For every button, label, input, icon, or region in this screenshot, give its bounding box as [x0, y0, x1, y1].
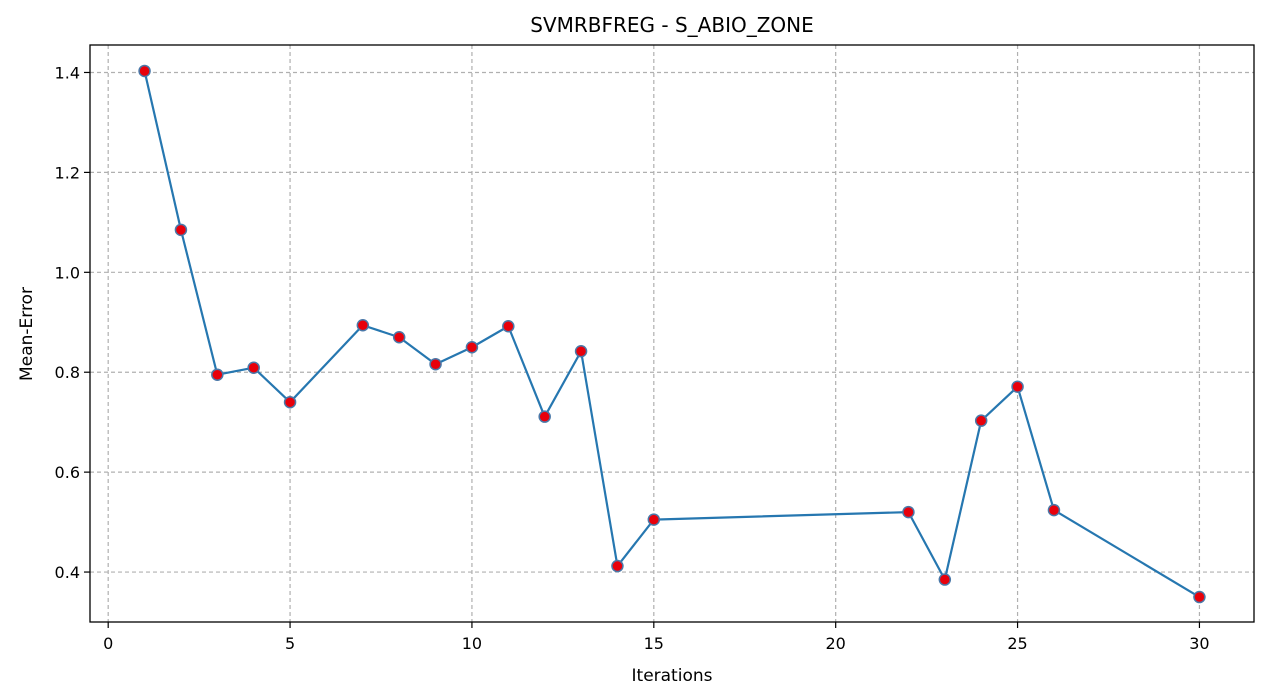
data-point [465, 340, 479, 354]
y-tick-label: 1.0 [55, 263, 80, 282]
data-point [429, 357, 442, 371]
data-point [938, 573, 952, 586]
x-tick-label: 5 [285, 634, 295, 653]
data-point [138, 64, 151, 78]
data-point [211, 368, 224, 381]
grid-lines [90, 45, 1254, 622]
data-point [356, 319, 370, 332]
data-point [174, 223, 188, 237]
data-point [1193, 590, 1206, 604]
series-line [143, 70, 1201, 598]
data-point [283, 395, 297, 409]
x-tick-label: 25 [1007, 634, 1027, 653]
data-point [1047, 503, 1061, 517]
data-point [538, 410, 551, 423]
y-tick-label: 0.6 [55, 463, 80, 482]
data-point [574, 344, 588, 358]
data-point [502, 320, 515, 333]
y-axis-ticks: 0.4 0.6 0.8 1.0 1.2 1.4 [55, 63, 90, 582]
series-layer [138, 64, 1206, 604]
x-axis-label: Iterations [632, 666, 713, 686]
y-tick-label: 0.4 [55, 563, 80, 582]
x-tick-label: 20 [826, 634, 846, 653]
data-point [247, 361, 260, 374]
x-tick-label: 15 [644, 634, 664, 653]
data-point [902, 505, 915, 519]
data-point [647, 513, 661, 526]
x-tick-label: 0 [103, 634, 113, 653]
y-tick-label: 1.2 [55, 163, 80, 182]
y-tick-label: 0.8 [55, 363, 80, 382]
y-tick-label: 1.4 [55, 63, 80, 82]
data-point [392, 330, 406, 344]
data-point [974, 414, 988, 427]
x-tick-label: 10 [462, 634, 482, 653]
x-tick-label: 30 [1189, 634, 1209, 653]
y-axis-label: Mean-Error [17, 287, 37, 381]
x-axis-ticks: 0 5 10 15 20 25 30 [103, 622, 1210, 653]
chart-title: SVMRBFREG - S_ABIO_ZONE [530, 13, 814, 37]
data-point [1011, 380, 1024, 393]
plot-frame [89, 44, 1255, 623]
data-point [611, 559, 624, 573]
